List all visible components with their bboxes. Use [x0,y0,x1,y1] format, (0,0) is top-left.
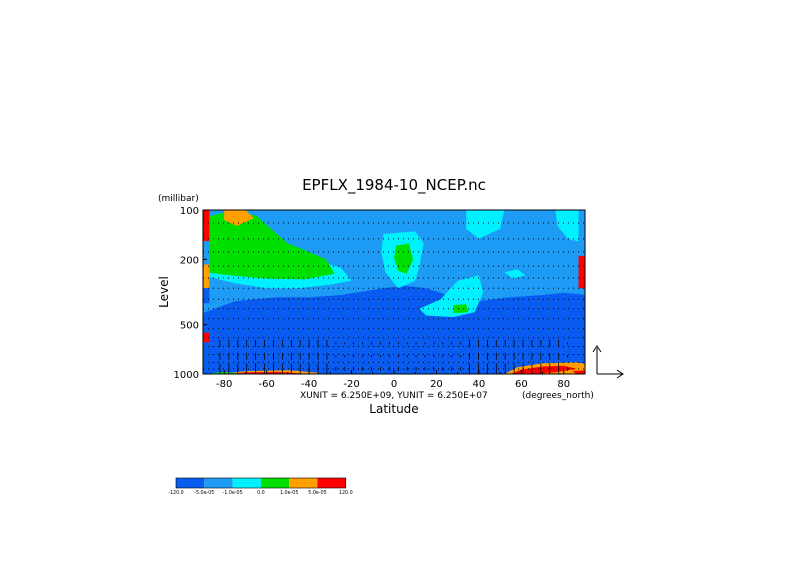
contour-region-22 [203,264,210,289]
colorbar-label: 120.0 [339,490,353,496]
y-axis-label: Level [157,276,171,308]
colorbar-label: 0.0 [257,490,265,496]
colorbar-swatch-3 [260,478,290,488]
x-tick-label: 0 [391,379,397,390]
colorbar-frame [175,477,347,489]
colorbar-swatch-2 [232,478,261,488]
contour-region-21 [203,332,210,343]
colorbar-swatch-5 [317,478,346,488]
x-tick-label: -40 [301,379,317,390]
y-tick-label: 1000 [174,370,199,381]
contour-region-11 [504,269,526,279]
x-axis-ticks: -80 -60 -40 -20 0 20 40 60 80 [202,370,586,390]
contour-region-18 [510,365,577,374]
contour-fill-group [203,210,585,374]
contour-region-3 [207,211,335,280]
contour-region-23 [203,241,210,265]
flux-vectors-group [219,339,568,374]
colorbar-label: -1.0e-05 [223,490,243,496]
x-tick-label: -80 [216,379,232,390]
x-tick-label: 40 [473,379,486,390]
colorbar-swatch-4 [289,478,318,488]
contour-region-8 [453,304,469,314]
contour-region-7 [419,275,484,318]
x-tick-label: -20 [343,379,359,390]
contour-region-20 [203,210,210,242]
x-units-label: (degrees_north) [522,391,594,401]
x-tick-label: 20 [430,379,443,390]
colorbar-label: 5.0e-05 [308,490,326,496]
colorbar-swatch-1 [204,478,233,488]
contour-region-19 [572,370,585,374]
contour-region-26 [578,210,585,256]
contour-region-25 [578,255,585,289]
y-axis-ticks: 100 200 500 1000 [174,206,207,381]
y-units-label: (millibar) [158,194,199,204]
contour-region-24 [203,288,210,304]
x-tick-label: -60 [258,379,274,390]
y-tick-label: 500 [180,321,199,332]
vector-grid-dots [203,222,585,370]
chart-title: EPFLX_1984-10_NCEP.nc [302,176,486,195]
contour-region-4 [224,210,254,226]
colorbar-swatch-0 [176,478,205,488]
x-tick-label: 80 [557,379,570,390]
contour-region-12 [203,308,373,356]
colorbar-label: 1.0e-05 [280,490,298,496]
reference-vector-icon [592,345,624,379]
colorbar-label: -120.0 [168,490,183,496]
contour-region-13 [489,308,564,344]
y-tick-label: 100 [180,206,199,217]
x-axis-label: Latitude [369,402,418,416]
colorbar: -120.0 -5.0e-05 -1.0e-05 0.0 1.0e-05 5.0e-05 1… [168,477,353,496]
x-tick-label: 60 [515,379,528,390]
vector-units-label: XUNIT = 6.250E+09, YUNIT = 6.250E+07 [300,391,488,401]
y-tick-label: 200 [180,255,199,266]
colorbar-label: -5.0e-05 [194,490,214,496]
contour-region-10 [555,210,585,243]
contour-region-9 [466,210,505,239]
